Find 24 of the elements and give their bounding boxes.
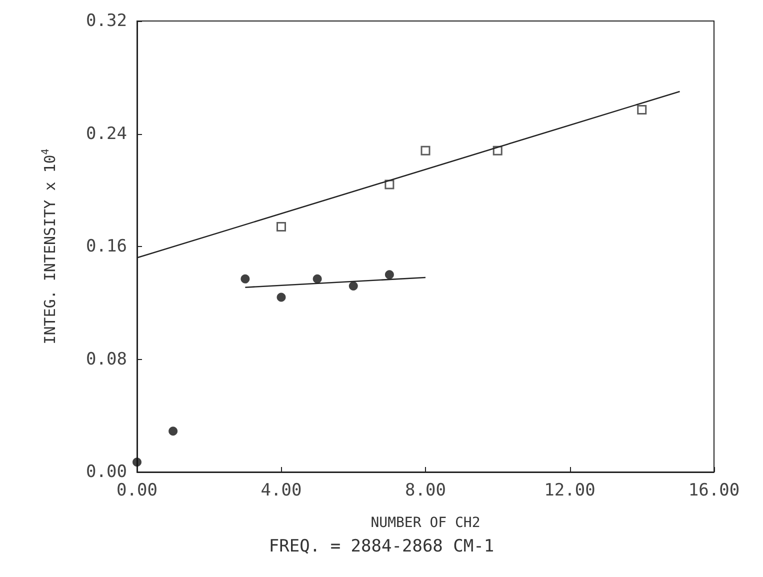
point [637,105,647,115]
y-tick-label: 0.32 [86,11,127,31]
x-tick-label: 12.00 [544,480,596,500]
point [168,426,178,436]
x-tick-label: 0.00 [116,480,158,500]
text: FREQ. = 2884-2868 CM-1 [268,536,494,556]
point [240,274,250,284]
point [276,292,286,302]
x-tick-label: 16.00 [688,480,740,500]
point [312,274,322,284]
y-tick-label: 0.08 [86,349,127,370]
point [348,281,358,290]
x-tick-label: 4.00 [260,480,302,500]
point [132,458,142,467]
x-tick-label: 8.00 [405,480,446,500]
y-tick-label: 0.24 [86,124,127,144]
point [384,270,394,280]
y-tick-label: 0.00 [86,462,127,482]
point [384,180,394,190]
point [276,222,286,232]
x-axis-title: NUMBER OF CH2 [370,515,480,531]
point [420,146,430,156]
y-axis-title: INTEG. INTENSITY x 104 [40,148,59,344]
y-tick-label: 0.16 [86,236,127,256]
